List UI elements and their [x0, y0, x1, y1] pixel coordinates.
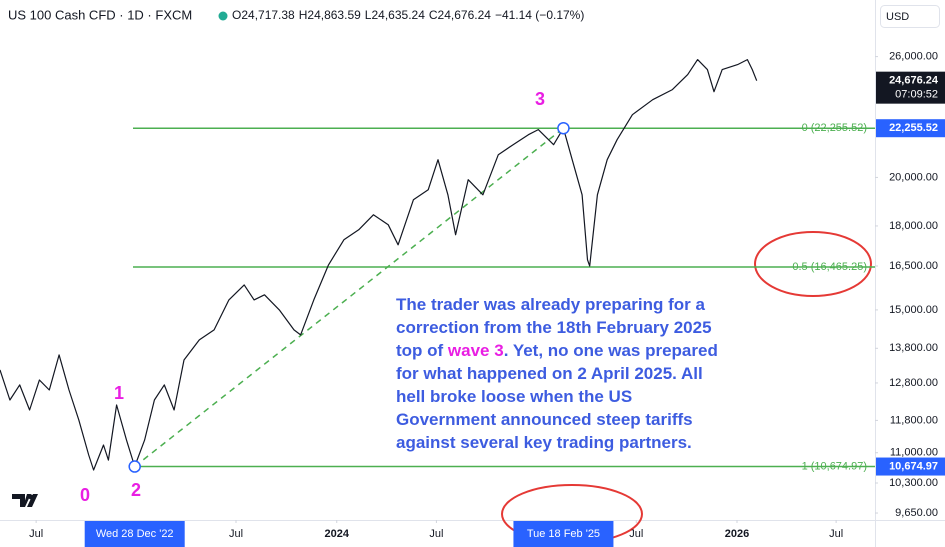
- annotation-line: correction from the 18th February 2025: [396, 316, 718, 339]
- annotation-text: top of: [396, 341, 448, 360]
- fib-axis-box: [876, 457, 945, 476]
- annotation-text: correction from the 18th February 2025: [396, 318, 712, 337]
- annotation-text: against several key trading partners.: [396, 433, 692, 452]
- fib-axis-label: 22,255.52: [889, 122, 938, 134]
- y-tick-label: 12,800.00: [889, 377, 938, 389]
- annotation-line: hell broke loose when the US: [396, 385, 718, 408]
- y-tick-label: 11,800.00: [890, 414, 938, 426]
- annotation-text: hell broke loose when the US: [396, 387, 633, 406]
- x-highlight-label: Tue 18 Feb '25: [527, 528, 600, 540]
- y-tick-label: 16,500.00: [889, 260, 938, 272]
- annotation-line: against several key trading partners.: [396, 431, 718, 454]
- fib-axis-label: 10,674.97: [889, 460, 938, 472]
- ohlc-change: −41.14 (−0.17%): [495, 8, 584, 22]
- wave-label: 1: [114, 383, 124, 403]
- annotation-text: The trader was already preparing for a: [396, 295, 705, 314]
- x-tick-label: Jul: [829, 528, 843, 540]
- x-tick-label: 2026: [725, 528, 749, 540]
- ohlc-key: H: [299, 8, 308, 22]
- annotation-text: wave 3: [447, 341, 504, 360]
- ohlc-value: 24,717.38: [241, 8, 295, 22]
- ohlc-key: L: [365, 8, 372, 22]
- x-highlight-box: [513, 521, 614, 547]
- ohlc-values: O24,717.38 H24,863.59 L24,635.24 C24,676.24…: [232, 8, 584, 22]
- ohlc-value: 24,676.24: [438, 8, 492, 22]
- chart-title: US 100 Cash CFD · 1D · FXCM: [8, 7, 192, 22]
- fib-level-label: 0.5 (16,465.25): [792, 261, 867, 273]
- annotation-text: . Yet, no one was prepared: [503, 341, 718, 360]
- last-price-label: 24,676.24: [889, 75, 939, 87]
- ohlc-key: O: [232, 8, 241, 22]
- y-tick-label: 13,800.00: [889, 342, 938, 354]
- y-tick-label: 18,000.00: [889, 220, 938, 232]
- annotation-line: Government announced steep tariffs: [396, 408, 718, 431]
- ohlc-value: 24,863.59: [307, 8, 361, 22]
- wave-label: 2: [131, 480, 141, 500]
- fib-level-label: 0 (22,255.52): [802, 122, 867, 134]
- x-highlight-label: Wed 28 Dec '22: [96, 528, 174, 540]
- currency-select[interactable]: [880, 5, 940, 28]
- y-tick-label: 10,300.00: [889, 477, 938, 489]
- y-tick-label: 26,000.00: [889, 51, 938, 63]
- x-highlight-box: [84, 521, 185, 547]
- annotation-line: for what happened on 2 April 2025. All: [396, 362, 718, 385]
- anchor-point: [557, 121, 570, 135]
- trend-line: [134, 127, 564, 468]
- annotation-text: for what happened on 2 April 2025. All: [396, 364, 703, 383]
- x-tick-label: 2024: [325, 528, 350, 540]
- annotation-text: Government announced steep tariffs: [396, 410, 693, 429]
- last-price-box: [876, 71, 945, 104]
- x-tick-label: Jul: [29, 528, 43, 540]
- tv-logo: [12, 494, 38, 507]
- annotation-line: The trader was already preparing for a: [396, 293, 718, 316]
- x-tick-label: Jul: [229, 528, 243, 540]
- wave-label: 0: [80, 485, 90, 505]
- ohlc: O24,717.38 H24,863.59 L24,635.24 C24,676.24…: [232, 8, 584, 22]
- x-tick-label: Jul: [629, 528, 643, 540]
- fib-level-label: 1 (10,674.97): [802, 460, 867, 472]
- y-tick-label: 15,000.00: [889, 304, 938, 316]
- price-line: [0, 59, 758, 471]
- y-tick-label: 11,000.00: [890, 447, 938, 459]
- y-tick-label: 20,000.00: [889, 171, 938, 183]
- countdown-label: 07:09:52: [895, 89, 938, 101]
- market-status-dot: [218, 11, 228, 21]
- anchor-point: [128, 460, 141, 473]
- x-tick-label: Jul: [429, 528, 443, 540]
- currency-label[interactable]: USD: [886, 11, 909, 23]
- y-tick-label: 9,650.00: [895, 507, 938, 519]
- fib-axis-box: [876, 119, 945, 138]
- ohlc-key: C: [429, 8, 438, 22]
- highlight-ellipse: [754, 231, 872, 297]
- annotation: The trader was already preparing for a co…: [396, 293, 718, 454]
- ohlc-value: 24,635.24: [371, 8, 425, 22]
- wave-label: 3: [535, 89, 545, 109]
- annotation-line: top of wave 3. Yet, no one was prepared: [396, 339, 718, 362]
